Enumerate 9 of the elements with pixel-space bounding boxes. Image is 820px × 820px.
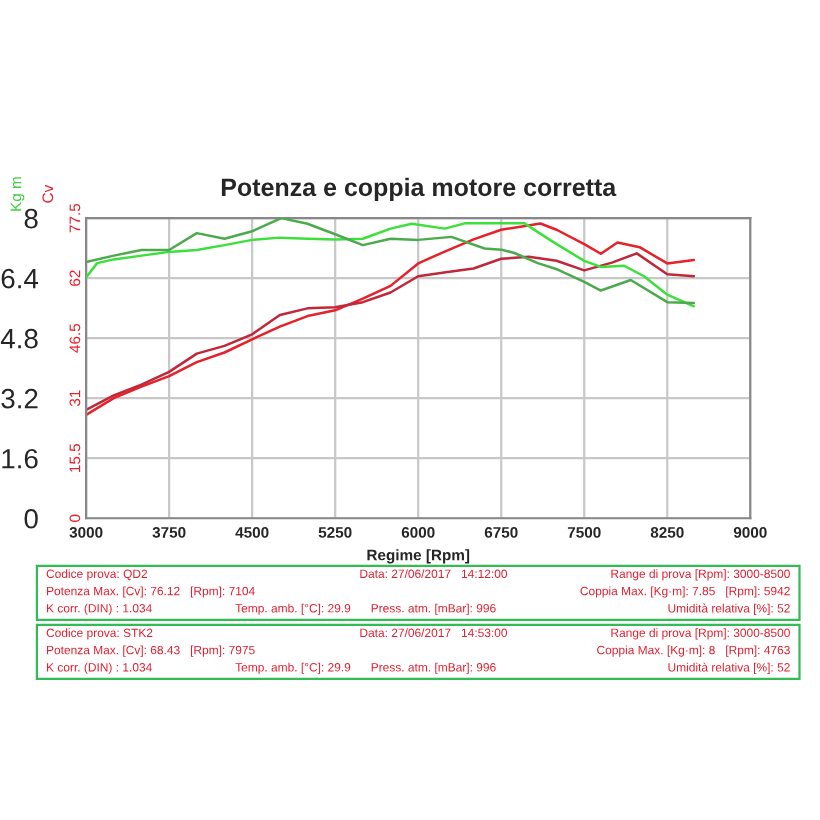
y2-tick-label: 4.8 <box>0 328 38 349</box>
y2-tick-label: 1.6 <box>2 448 38 469</box>
chart-title: Potenza e coppia motore corretta <box>221 177 617 202</box>
y2-tick-label: 8 <box>24 208 38 229</box>
y2-tick-label: 3.2 <box>1 388 38 409</box>
y2-tick-label: 6.4 <box>1 268 39 289</box>
line-series <box>86 252 696 412</box>
y2-tick-label: 0 <box>24 508 38 529</box>
line-series <box>86 222 696 417</box>
